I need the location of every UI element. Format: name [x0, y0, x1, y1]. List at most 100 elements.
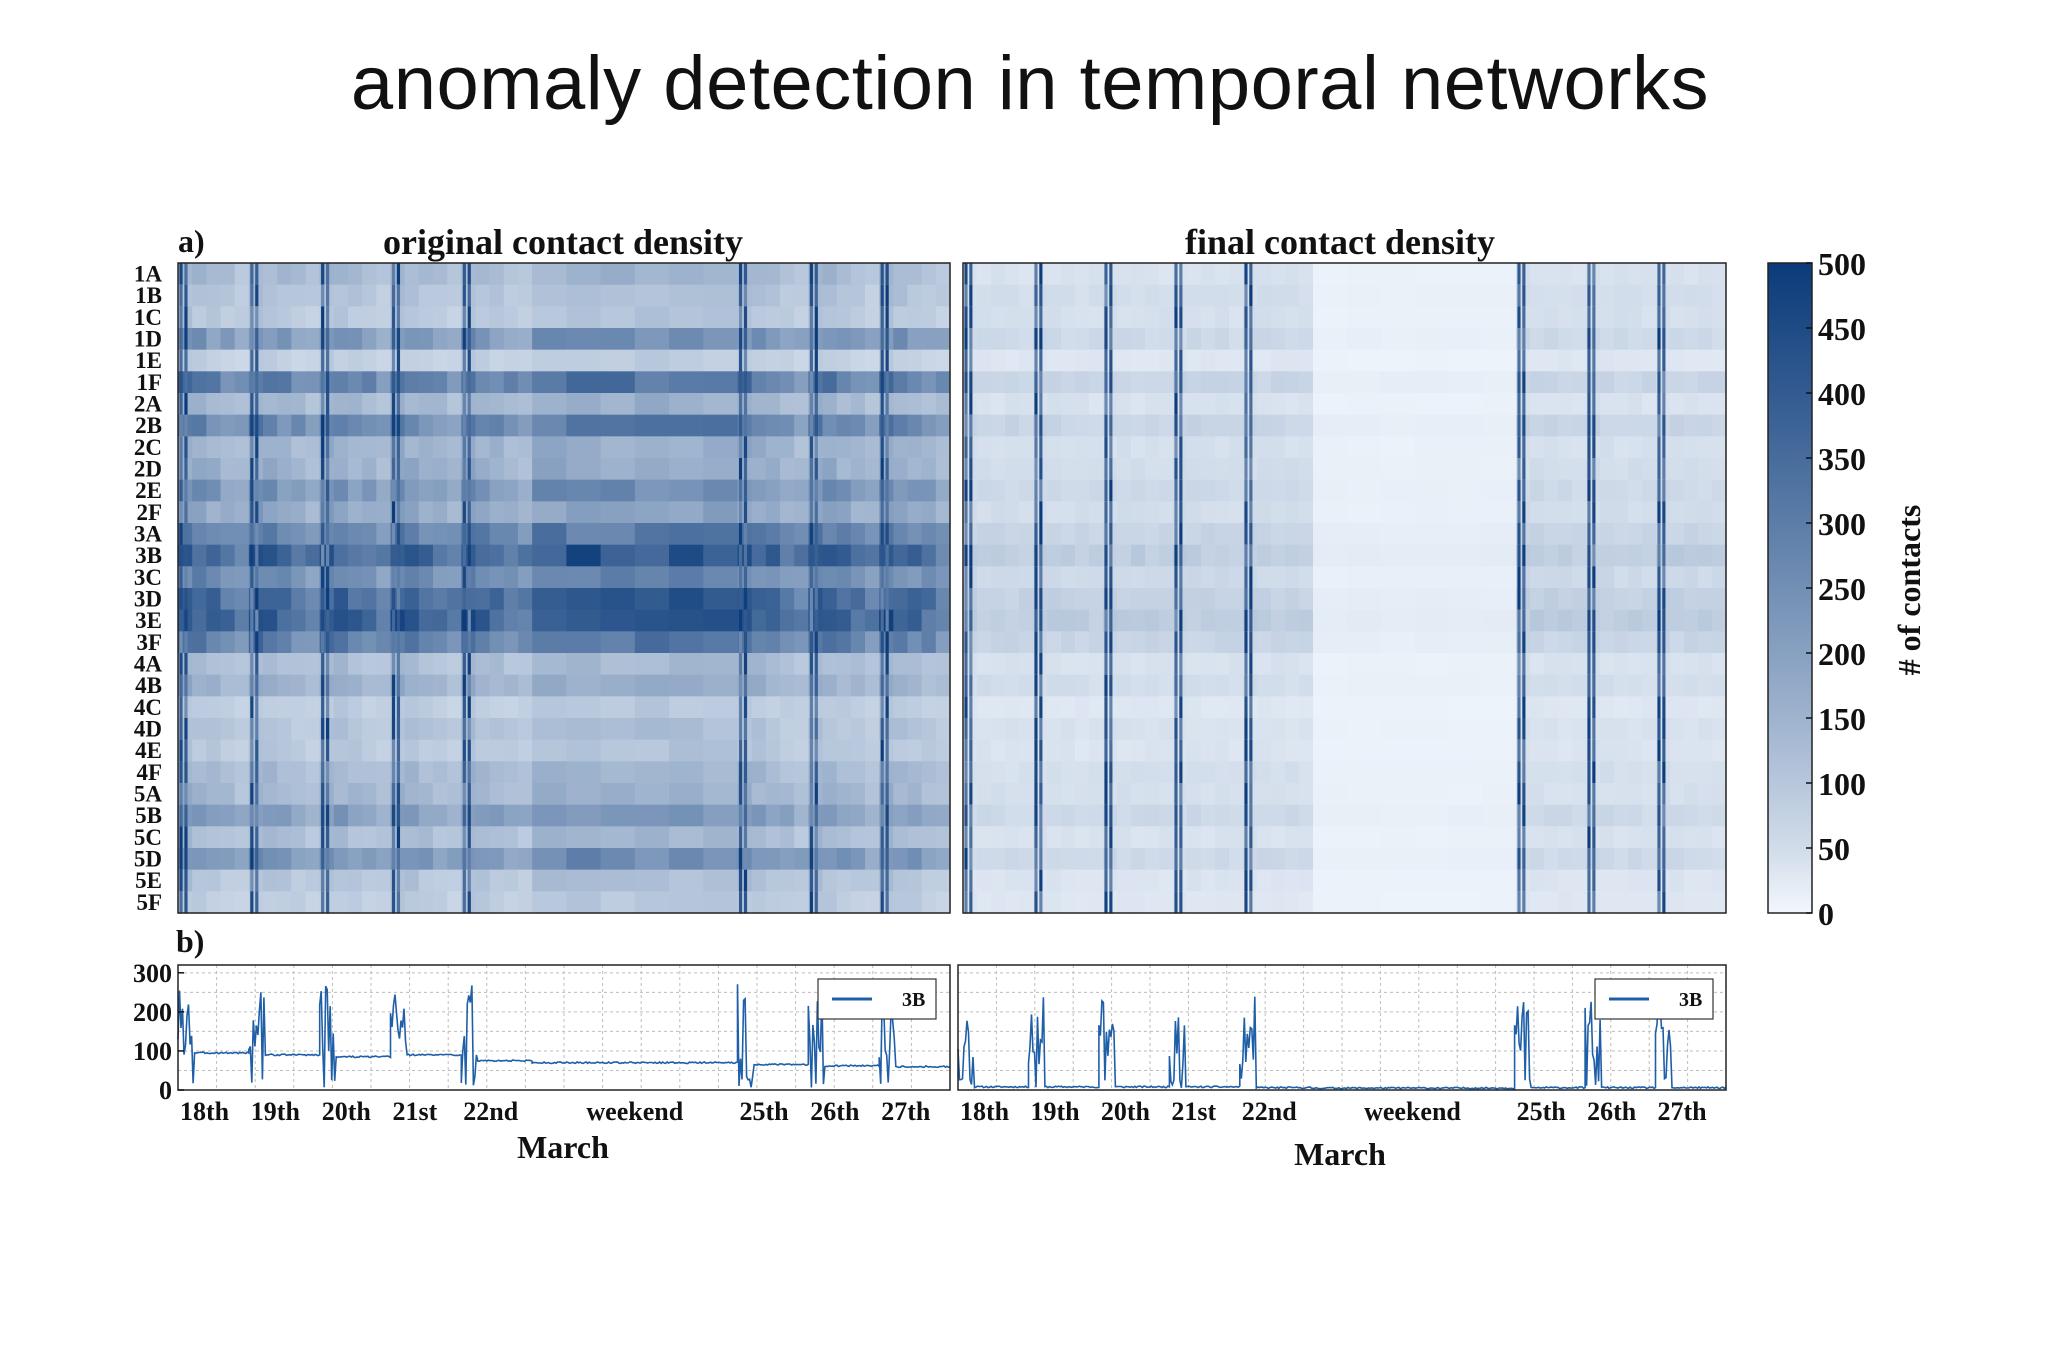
heatmap-cell	[1299, 891, 1314, 914]
heatmap-cell	[751, 761, 767, 784]
heatmap-cell	[634, 718, 670, 741]
activity-stripe	[462, 501, 466, 524]
activity-stripe	[1039, 761, 1043, 784]
activity-stripe	[1662, 263, 1666, 286]
heatmap-cell	[475, 479, 491, 502]
activity-stripe	[1174, 523, 1178, 546]
heatmap-cell	[822, 566, 838, 589]
activity-stripe	[255, 804, 259, 827]
activity-stripe	[467, 739, 471, 762]
heatmap-cell	[376, 544, 392, 567]
heatmap-cell	[362, 306, 377, 329]
heatmap-cell	[1159, 523, 1174, 546]
heatmap-cell	[1201, 523, 1216, 546]
heatmap-cell	[1558, 458, 1573, 481]
heatmap-cell	[1572, 783, 1587, 806]
heatmap-cell	[432, 501, 448, 524]
heatmap-cell	[921, 393, 937, 416]
heatmap-cell	[475, 566, 491, 589]
activity-stripe	[969, 718, 973, 741]
activity-stripe	[969, 414, 973, 437]
heatmap-cell	[566, 328, 602, 351]
heatmap-cell	[1684, 869, 1699, 892]
x-tick-label: 18th	[180, 1097, 230, 1126]
heatmap-cell	[751, 284, 767, 307]
left-xaxis-label: March	[517, 1129, 609, 1165]
heatmap-cell	[794, 263, 809, 286]
heatmap-cell	[475, 306, 491, 329]
activity-stripe	[1174, 414, 1178, 437]
heatmap-cell	[1047, 479, 1062, 502]
heatmap-cell	[1530, 501, 1545, 524]
activity-stripe	[321, 349, 325, 372]
activity-stripe	[1249, 328, 1253, 351]
heatmap-cell	[794, 783, 809, 806]
heatmap-cell	[1698, 631, 1713, 654]
heatmap-cell	[600, 869, 636, 892]
activity-stripe	[1592, 306, 1596, 329]
heatmap-cell	[404, 544, 420, 567]
heatmap-cell	[991, 609, 1006, 632]
heatmap-cell	[503, 414, 519, 437]
heatmap-cell	[475, 761, 491, 784]
heatmap-cell	[1019, 306, 1034, 329]
heatmap-cell	[1448, 393, 1483, 416]
heatmap-cell	[1187, 306, 1202, 329]
heatmap-cell	[1285, 761, 1300, 784]
heatmap-cell	[1145, 371, 1160, 394]
heatmap-cell	[794, 826, 809, 849]
activity-stripe	[1034, 609, 1038, 632]
heatmap-cell	[418, 328, 434, 351]
activity-stripe	[1104, 588, 1108, 611]
activity-stripe	[326, 523, 330, 546]
colorbar-tick-label: 450	[1818, 311, 1866, 347]
activity-stripe	[738, 371, 743, 394]
heatmap-cell	[1346, 501, 1382, 524]
heatmap-cell	[1482, 631, 1517, 654]
heatmap-cell	[1614, 631, 1629, 654]
activity-stripe	[255, 284, 259, 307]
heatmap-cell	[1530, 414, 1545, 437]
heatmap-cell	[836, 653, 852, 676]
activity-stripe	[396, 371, 401, 394]
activity-stripe	[1034, 328, 1038, 351]
heatmap-cell	[1572, 696, 1587, 719]
heatmap-cell	[1482, 718, 1517, 741]
activity-stripe	[880, 393, 884, 416]
heatmap-cell	[277, 631, 292, 654]
heatmap-cell	[669, 783, 704, 806]
heatmap-cell	[1117, 826, 1132, 849]
heatmap-cell	[600, 696, 636, 719]
heatmap-cell	[1684, 458, 1699, 481]
heatmap-cell	[1698, 393, 1713, 416]
heatmap-cell	[865, 566, 880, 589]
activity-stripe	[1517, 458, 1521, 481]
heatmap-cell	[751, 436, 767, 459]
heatmap-cell	[376, 436, 392, 459]
heatmap-cell	[1414, 349, 1449, 372]
heatmap-cell	[1061, 371, 1076, 394]
heatmap-cell	[765, 263, 781, 286]
heatmap-cell	[404, 414, 420, 437]
heatmap-cell	[1698, 371, 1713, 394]
heatmap-cell	[234, 653, 250, 676]
activity-stripe	[184, 544, 188, 567]
heatmap-cell	[503, 523, 519, 546]
heatmap-cell	[1285, 501, 1300, 524]
activity-stripe	[1034, 306, 1038, 329]
heatmap-cell	[1131, 869, 1146, 892]
heatmap-cell	[865, 328, 880, 351]
heatmap-cell	[836, 891, 852, 914]
heatmap-cell	[1229, 588, 1244, 611]
heatmap-cell	[206, 458, 222, 481]
heatmap-cell	[1089, 848, 1104, 871]
activity-stripe	[1657, 739, 1661, 762]
activity-stripe	[1657, 609, 1661, 632]
heatmap-cell	[566, 891, 602, 914]
heatmap-cell	[765, 783, 781, 806]
heatmap-cell	[1346, 653, 1382, 676]
heatmap-cell	[1698, 458, 1713, 481]
heatmap-cell	[262, 609, 278, 632]
heatmap-cell	[1558, 523, 1573, 546]
activity-stripe	[1104, 284, 1108, 307]
